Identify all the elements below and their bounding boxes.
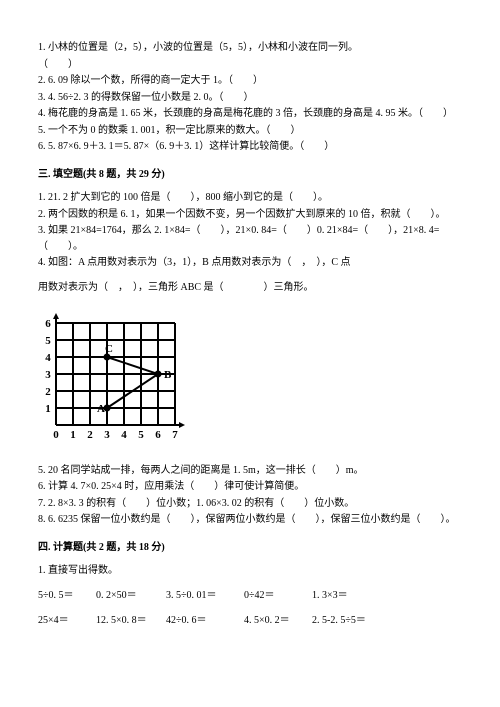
svg-text:6: 6 bbox=[45, 318, 51, 330]
calc-row-1: 5÷0. 5＝ 0. 2×50＝ 3. 5÷0. 01＝ 0÷42＝ 1. 3×… bbox=[38, 588, 462, 604]
svg-text:2: 2 bbox=[45, 386, 51, 398]
svg-text:1: 1 bbox=[70, 429, 76, 441]
svg-text:3: 3 bbox=[104, 429, 110, 441]
svg-text:4: 4 bbox=[45, 352, 51, 364]
judge-q5: 5. 一个不为 0 的数乘 1. 001，积一定比原来的数大。（ ） bbox=[38, 123, 462, 139]
fill-q3: 3. 如果 21×84=1764，那么 2. 1×84=（ ），21×0. 84… bbox=[38, 223, 462, 254]
triangle-chart: 01234567123456ABC bbox=[38, 305, 462, 449]
calc-2-3: 42÷0. 6＝ bbox=[166, 613, 244, 629]
fill-q5: 5. 20 名同学站成一排，每两人之间的距离是 1. 5m，这一排长（ ）m。 bbox=[38, 463, 462, 479]
judge-q3: 3. 4. 56÷2. 3 的得数保留一位小数是 2. 0。（ ） bbox=[38, 90, 462, 106]
calc-1-5: 1. 3×3＝ bbox=[312, 588, 384, 604]
judge-q1-blank: （ ） bbox=[38, 57, 462, 73]
calc-2-5: 2. 5-2. 5÷5＝ bbox=[312, 613, 384, 629]
fill-q6: 6. 计算 4. 7×0. 25×4 时，应用乘法（ ）律可使计算简便。 bbox=[38, 479, 462, 495]
svg-text:5: 5 bbox=[138, 429, 144, 441]
svg-text:0: 0 bbox=[53, 429, 59, 441]
calc-1-4: 0÷42＝ bbox=[244, 588, 312, 604]
calc-row-2: 25×4＝ 12. 5×0. 8＝ 42÷0. 6＝ 4. 5×0. 2＝ 2.… bbox=[38, 613, 462, 629]
calc-2-2: 12. 5×0. 8＝ bbox=[96, 613, 166, 629]
svg-text:1: 1 bbox=[45, 403, 51, 415]
calc-2-1: 25×4＝ bbox=[38, 613, 96, 629]
fill-q7: 7. 2. 8×3. 3 的积有（ ）位小数；1. 06×3. 02 的积有（ … bbox=[38, 496, 462, 512]
fill-q1: 1. 21. 2 扩大到它的 100 倍是（ ），800 缩小到它的是（ ）。 bbox=[38, 190, 462, 206]
svg-text:B: B bbox=[164, 369, 172, 381]
svg-text:C: C bbox=[105, 343, 113, 355]
svg-text:5: 5 bbox=[45, 335, 51, 347]
judge-q1: 1. 小林的位置是（2，5），小波的位置是（5，5），小林和小波在同一列。 bbox=[38, 40, 462, 56]
calc-1-1: 5÷0. 5＝ bbox=[38, 588, 96, 604]
section3-title: 三. 填空题(共 8 题，共 29 分) bbox=[38, 167, 462, 183]
fill-q4b: 用数对表示为（ ， ），三角形 ABC 是（ ）三角形。 bbox=[38, 280, 462, 296]
judge-q6: 6. 5. 87×6. 9＋3. 1＝5. 87×（6. 9＋3. 1）这样计算… bbox=[38, 139, 462, 155]
svg-text:7: 7 bbox=[172, 429, 178, 441]
calc-q1: 1. 直接写出得数。 bbox=[38, 563, 462, 579]
svg-text:3: 3 bbox=[45, 369, 51, 381]
fill-q8: 8. 6. 6235 保留一位小数约是（ ），保留两位小数约是（ ），保留三位小… bbox=[38, 512, 462, 528]
svg-text:4: 4 bbox=[121, 429, 127, 441]
svg-text:6: 6 bbox=[155, 429, 161, 441]
judge-q4: 4. 梅花鹿的身高是 1. 65 米，长颈鹿的身高是梅花鹿的 3 倍，长颈鹿的身… bbox=[38, 106, 462, 122]
judge-q2: 2. 6. 09 除以一个数，所得的商一定大于 1。（ ） bbox=[38, 73, 462, 89]
calc-2-4: 4. 5×0. 2＝ bbox=[244, 613, 312, 629]
svg-text:A: A bbox=[97, 403, 105, 415]
fill-q2: 2. 两个因数的积是 6. 1，如果一个因数不变，另一个因数扩大到原来的 10 … bbox=[38, 207, 462, 223]
calc-1-3: 3. 5÷0. 01＝ bbox=[166, 588, 244, 604]
section4-title: 四. 计算题(共 2 题，共 18 分) bbox=[38, 540, 462, 556]
calc-1-2: 0. 2×50＝ bbox=[96, 588, 166, 604]
fill-q4: 4. 如图：A 点用数对表示为（3，1），B 点用数对表示为（ ， ），C 点 bbox=[38, 255, 462, 271]
svg-text:2: 2 bbox=[87, 429, 93, 441]
